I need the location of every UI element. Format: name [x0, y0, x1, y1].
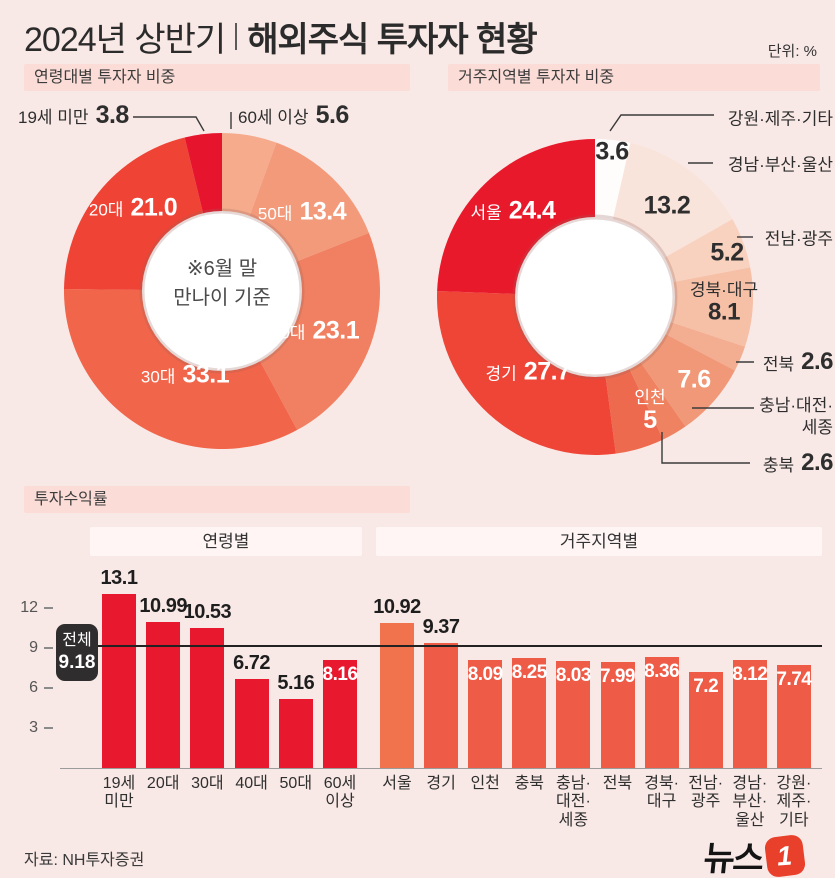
overall-average-badge: 전체 9.18 [56, 624, 98, 681]
bar-category-전남·광주: 전남· 광주 [688, 775, 724, 811]
bar-category-60세 이상: 60세 이상 [323, 775, 357, 811]
bar-category-충남·대전·세종: 충남· 대전· 세종 [556, 775, 591, 829]
bar-category-30대: 30대 [191, 775, 224, 792]
bar-value-서울: 10.92 [373, 595, 421, 618]
bar-경기 [424, 643, 459, 768]
leader-line [133, 116, 205, 132]
bar-value-20대: 10.99 [139, 594, 187, 617]
ytick-12: 12 [10, 599, 53, 617]
region-value-gyeongnam: 13.2 [643, 191, 691, 220]
age-label-20s: 20대 21.0 [88, 193, 178, 222]
bar-category-19세 미만: 19세 미만 [102, 775, 136, 811]
region-label-gyeongbuk: 경북·대구 8.1 [689, 280, 759, 326]
region-callout-chungnam: 충남·대전· 세종 [759, 395, 833, 437]
ytick-3: 3 [10, 719, 53, 737]
bar-value-전남·광주: 7.2 [693, 676, 719, 698]
bar-category-40대: 40대 [235, 775, 268, 792]
bar-category-충북: 충북 [514, 775, 545, 792]
bar-19세 미만 [102, 593, 136, 768]
page-title: 2024년 상반기 해외주식 투자자 현황 [24, 12, 538, 61]
bar-충남·대전·세종 [556, 661, 591, 768]
region-value-gangwon: 3.6 [595, 137, 629, 166]
region-callout-jeonbuk: 전북 2.6 [762, 348, 834, 375]
bar-20대 [146, 621, 181, 768]
region-donut-hole [512, 214, 678, 380]
age-donut-hole [139, 208, 305, 374]
bar-충북 [512, 658, 547, 768]
unit-label: 단위: % [767, 43, 817, 60]
region-label-incheon: 인천 5 [634, 387, 666, 434]
age-label-over60: 60세 이상 5.6 [238, 101, 349, 129]
bar-category-전북: 전북 [602, 775, 633, 792]
age-label-under19: 19세 미만 3.8 [18, 101, 129, 129]
news1-logo-tile: 1 [763, 833, 806, 878]
donut-layer [63, 112, 754, 464]
bar-category-서울: 서울 [382, 775, 412, 792]
overall-average-line [95, 645, 822, 647]
bar-value-전북: 7.99 [600, 665, 635, 687]
bar-value-인천: 8.09 [467, 664, 503, 686]
bar-value-60세 이상: 8.16 [322, 663, 358, 685]
bar-chart-canvas: 12 9 6 3 전체 9.18 13.1 19세 미만 10.99 20대 10.53… [0, 560, 835, 860]
bar-category-50대: 50대 [279, 775, 313, 792]
section-region-share: 거주지역별 투자자 비중 [448, 64, 820, 91]
region-label-gyeonggi: 경기 27.7 [485, 357, 571, 386]
group-label-age: 연령별 [90, 527, 362, 556]
region-value-jeonnam: 5.2 [710, 238, 744, 267]
bar-value-50대: 5.16 [277, 672, 315, 695]
section-returns: 투자수익률 [24, 486, 410, 513]
leader-line [661, 432, 750, 464]
age-donut-note: ※6월 말 만나이 기준 [173, 258, 271, 309]
bar-category-인천: 인천 [470, 775, 500, 792]
section-age-share: 연령대별 투자자 비중 [24, 64, 410, 91]
bar-category-경북·대구: 경북· 대구 [644, 775, 679, 811]
bar-value-충남·대전·세종: 8.03 [555, 665, 591, 687]
region-callout-chungbuk: 충북 2.6 [762, 449, 834, 476]
bar-category-경남·부산·울산: 경남· 부산· 울산 [732, 775, 768, 829]
region-callout-gyeongnam: 경남·부산·울산 [727, 155, 833, 175]
bar-인천 [468, 660, 503, 768]
title-period: 2024년 상반기 [24, 21, 226, 59]
bar-전남·광주 [688, 672, 723, 768]
bar-value-경북·대구: 8.36 [644, 660, 680, 682]
bar-value-경기: 9.37 [422, 616, 460, 639]
bar-value-30대: 10.53 [183, 601, 232, 623]
bar-경남·부산·울산 [732, 660, 767, 768]
region-callout-jeonnam: 전남·광주 [764, 229, 833, 249]
region-callout-gangwon: 강원·제주·기타 [727, 109, 833, 129]
x-axis-line [60, 768, 822, 769]
age-label-30s: 30대 33.1 [140, 360, 230, 389]
leader-line [609, 114, 714, 132]
region-label-seoul: 서울 24.4 [470, 196, 556, 225]
ytick-6: 6 [10, 679, 53, 697]
bar-value-충북: 8.25 [511, 662, 547, 684]
bar-경북·대구 [644, 656, 679, 768]
bar-value-강원·제주·기타: 7.74 [776, 669, 812, 691]
news1-logo: 뉴스 1 [702, 831, 806, 878]
bar-50대 [278, 699, 313, 768]
region-value-chungnam: 7.6 [677, 365, 711, 394]
ytick-9: 9 [10, 639, 53, 657]
bar-category-강원·제주·기타: 강원· 제주· 기타 [776, 775, 812, 829]
source-credit: 자료: NH투자증권 [24, 852, 145, 869]
bar-40대 [234, 678, 269, 768]
bar-전북 [600, 661, 635, 768]
bar-60세 이상 [323, 659, 357, 768]
group-label-region: 거주지역별 [376, 527, 822, 556]
bar-value-경남·부산·울산: 8.12 [732, 664, 768, 685]
bar-30대 [190, 628, 225, 768]
age-label-40s: 40대 23.1 [270, 316, 360, 345]
bar-value-40대: 6.72 [233, 651, 271, 674]
bar-강원·제주·기타 [776, 665, 811, 768]
age-label-50s: 50대 13.4 [257, 197, 347, 226]
title-main: 해외주식 투자자 현황 [247, 21, 537, 59]
bar-value-19세 미만: 13.1 [100, 566, 138, 589]
bar-category-경기: 경기 [426, 775, 456, 792]
title-divider [235, 23, 238, 50]
bar-category-20대: 20대 [146, 775, 180, 792]
